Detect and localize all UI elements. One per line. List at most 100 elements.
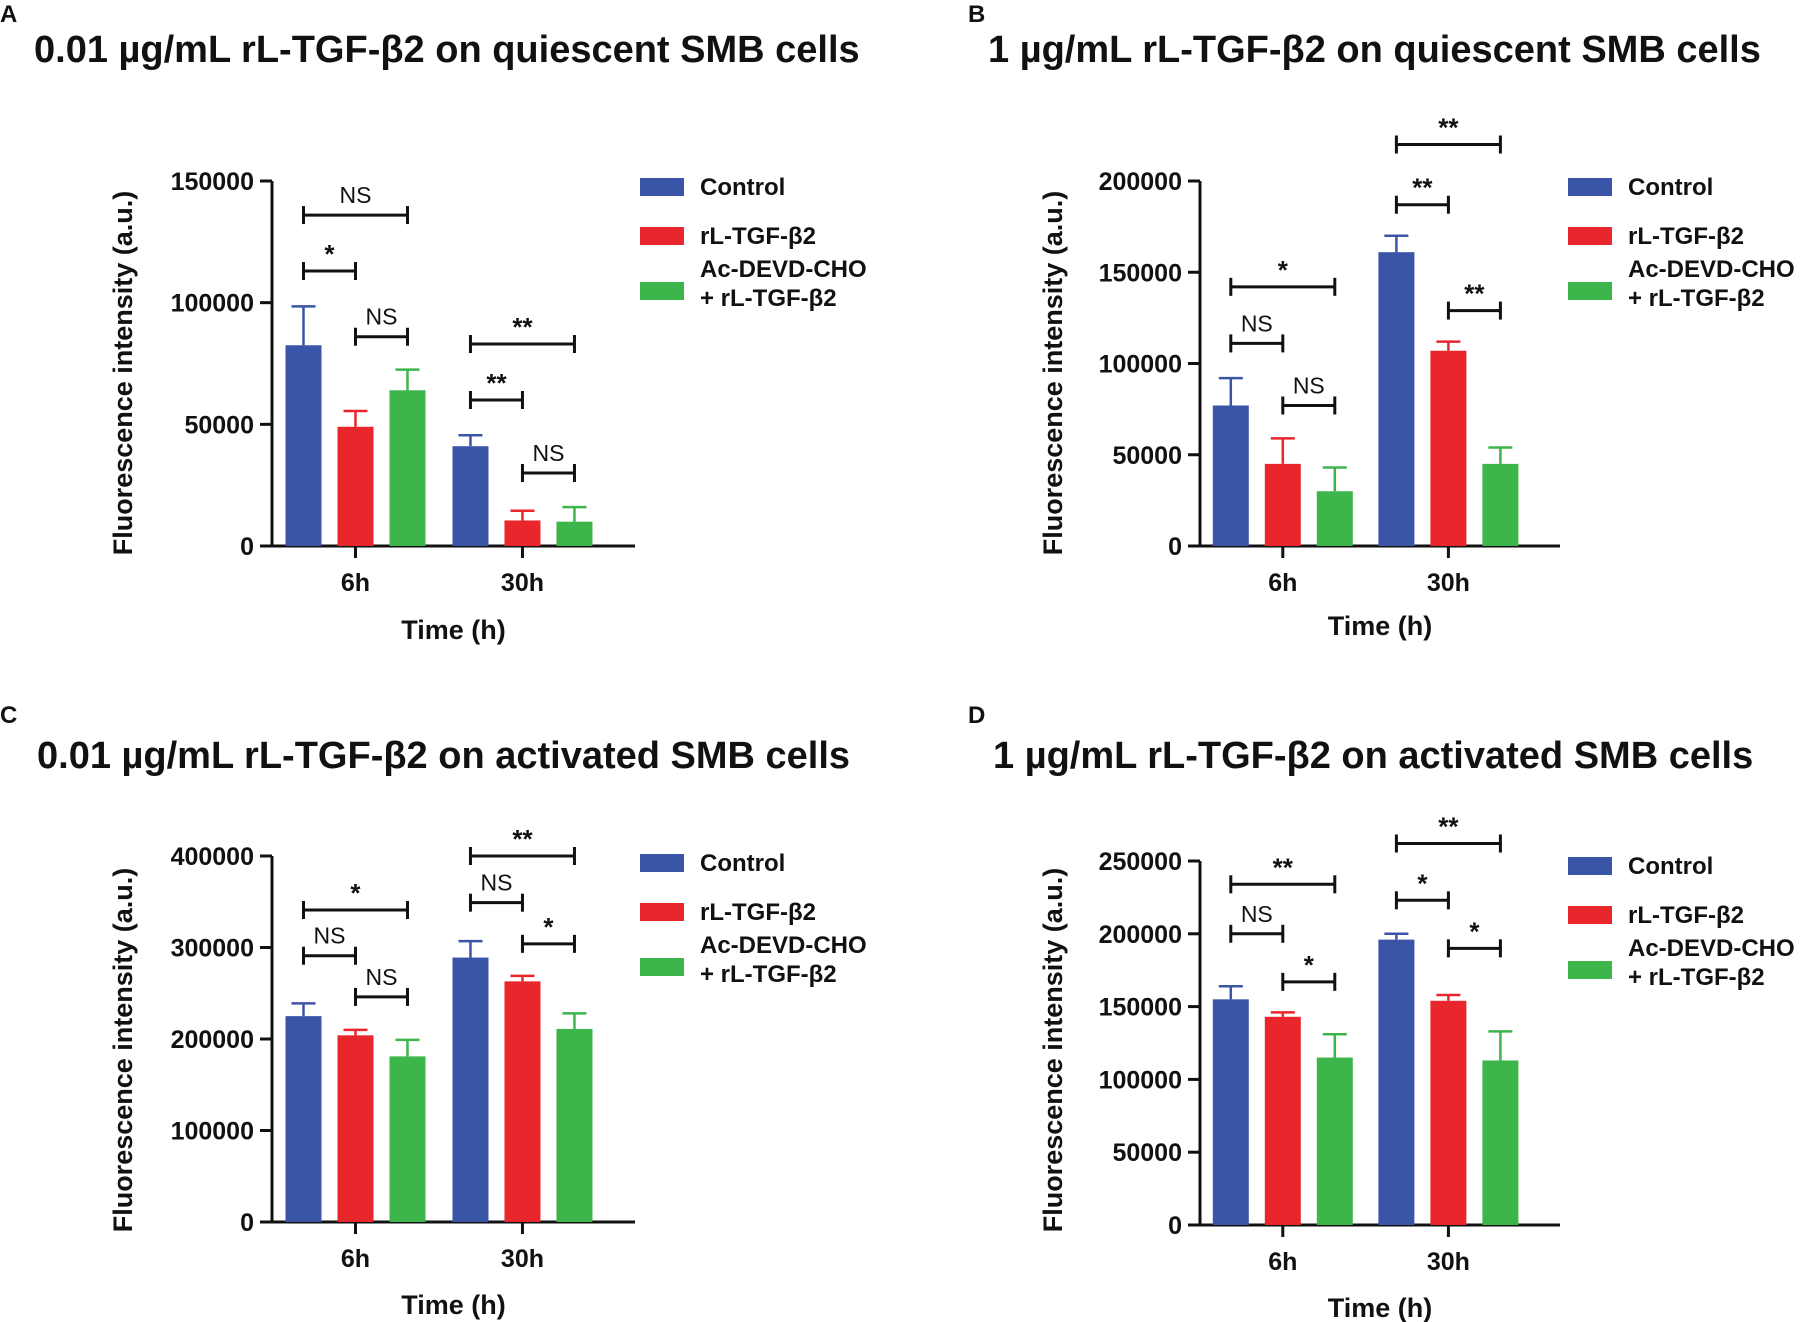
legend-swatch-ac-devd (640, 282, 684, 300)
panel-label: D (968, 702, 985, 729)
legend-swatch-rl-tgf (1568, 906, 1612, 924)
significance-label: NS (1241, 901, 1273, 927)
y-tick-label: 100000 (1099, 351, 1182, 379)
significance-label: ** (1438, 113, 1459, 143)
bar-rl-tgf-30h (1430, 350, 1467, 546)
legend-label: Ac-DEVD-CHO (700, 932, 867, 959)
chart-panel-a: A 0.01 µg/mL rL-TGF-β2 on quiescent SMB c… (0, 1, 867, 645)
significance-label: * (1304, 950, 1315, 980)
legend-label: rL-TGF-β2 (1628, 223, 1744, 250)
y-tick-label: 150000 (1099, 259, 1182, 287)
significance-label: NS (1241, 310, 1273, 336)
bar-control-30h (452, 446, 489, 546)
bar-control-6h (1212, 999, 1249, 1225)
bar-control-6h (285, 345, 322, 546)
chart-title: 1 µg/mL rL-TGF-β2 on activated SMB cells (993, 735, 1753, 777)
bar-rl-tgf-30h (504, 520, 541, 546)
y-tick-label: 0 (240, 1209, 254, 1237)
y-tick-label: 200000 (171, 1026, 254, 1054)
bar-ac-devd-6h (1316, 1057, 1353, 1225)
x-tick-label: 6h (1268, 569, 1297, 597)
significance-label: NS (314, 923, 346, 949)
legend-label: Ac-DEVD-CHO (1628, 256, 1795, 283)
bar-control-30h (1378, 252, 1415, 547)
bar-ac-devd-6h (389, 1056, 426, 1222)
significance-label: ** (1438, 812, 1459, 842)
legend-label: rL-TGF-β2 (1628, 902, 1744, 929)
x-axis-label: Time (h) (401, 1290, 506, 1320)
significance-label: NS (480, 870, 512, 896)
y-tick-label: 400000 (171, 843, 254, 871)
panel-label: C (0, 702, 17, 729)
significance-label: ** (1464, 279, 1485, 309)
bar-control-30h (452, 957, 489, 1222)
legend-swatch-ac-devd (1568, 282, 1612, 300)
legend-swatch-control (1568, 178, 1612, 196)
significance-label: ** (1273, 852, 1294, 882)
panel-label: B (968, 1, 985, 28)
y-tick-label: 0 (240, 533, 254, 561)
x-axis-label: Time (h) (1328, 1293, 1433, 1322)
legend-label: rL-TGF-β2 (700, 223, 816, 250)
bar-ac-devd-30h (556, 521, 593, 546)
chart-panel-b: B1 µg/mL rL-TGF-β2 on quiescent SMB cell… (968, 1, 1795, 641)
legend-swatch-ac-devd (640, 958, 684, 976)
y-tick-label: 100000 (171, 1118, 254, 1146)
bar-ac-devd-6h (389, 390, 426, 546)
significance-label: NS (1293, 372, 1325, 398)
bar-control-30h (1378, 939, 1415, 1225)
y-axis-label: Fluorescence intensity (a.u.) (108, 191, 138, 556)
y-axis-label: Fluorescence intensity (a.u.) (1038, 868, 1068, 1233)
significance-label: ** (1412, 173, 1433, 203)
bar-rl-tgf-30h (504, 981, 541, 1222)
legend-label: + rL-TGF-β2 (1628, 285, 1765, 312)
y-tick-label: 150000 (1099, 994, 1182, 1022)
bar-rl-tgf-6h (1264, 463, 1301, 546)
legend-label: Control (700, 850, 785, 877)
legend-swatch-control (640, 854, 684, 872)
chart-title: 1 µg/mL rL-TGF-β2 on quiescent SMB cells (988, 29, 1761, 71)
y-tick-label: 150000 (171, 168, 254, 196)
x-tick-label: 30h (501, 1245, 544, 1273)
y-tick-label: 250000 (1099, 848, 1182, 876)
x-tick-label: 30h (1427, 569, 1470, 597)
chart-title: 0.01 µg/mL rL-TGF-β2 on activated SMB ce… (37, 735, 850, 777)
x-axis-label: Time (h) (401, 615, 506, 645)
x-tick-label: 6h (1268, 1248, 1297, 1276)
y-tick-label: 0 (1168, 1212, 1182, 1240)
bar-ac-devd-30h (1482, 1060, 1519, 1225)
legend-label: + rL-TGF-β2 (1628, 964, 1765, 991)
y-tick-label: 0 (1168, 533, 1182, 561)
bar-control-6h (285, 1016, 322, 1222)
x-axis-label: Time (h) (1328, 611, 1433, 641)
chart-panel-c: C 0.01 µg/mL rL-TGF-β2 on activated SMB c… (0, 702, 867, 1320)
legend-swatch-rl-tgf (640, 903, 684, 921)
legend-label: Control (1628, 853, 1713, 880)
significance-label: * (324, 239, 335, 269)
chart-title: 0.01 µg/mL rL-TGF-β2 on quiescent SMB ce… (34, 29, 860, 71)
significance-label: ** (512, 824, 533, 854)
legend-label: + rL-TGF-β2 (700, 285, 837, 312)
y-axis-label: Fluorescence intensity (a.u.) (108, 868, 138, 1233)
significance-label: * (350, 878, 361, 908)
significance-label: * (1417, 868, 1428, 898)
chart-panel-d: D 1 µg/mL rL-TGF-β2 on activated SMB cell… (968, 702, 1795, 1322)
y-tick-label: 50000 (1112, 1139, 1182, 1167)
legend-swatch-rl-tgf (1568, 227, 1612, 245)
y-tick-label: 300000 (171, 935, 254, 963)
x-tick-label: 6h (341, 569, 370, 597)
bar-rl-tgf-6h (337, 1035, 374, 1222)
y-tick-label: 50000 (184, 411, 254, 439)
legend-label: Control (1628, 174, 1713, 201)
significance-label: NS (366, 304, 398, 330)
legend-label: + rL-TGF-β2 (700, 961, 837, 988)
significance-label: * (543, 912, 554, 942)
panel-label: A (0, 1, 17, 28)
y-axis-label: Fluorescence intensity (a.u.) (1038, 191, 1068, 556)
bar-rl-tgf-30h (1430, 1000, 1467, 1225)
bar-ac-devd-30h (1482, 463, 1519, 546)
significance-label: ** (486, 368, 507, 398)
legend-label: Ac-DEVD-CHO (700, 256, 867, 283)
legend-swatch-ac-devd (1568, 961, 1612, 979)
